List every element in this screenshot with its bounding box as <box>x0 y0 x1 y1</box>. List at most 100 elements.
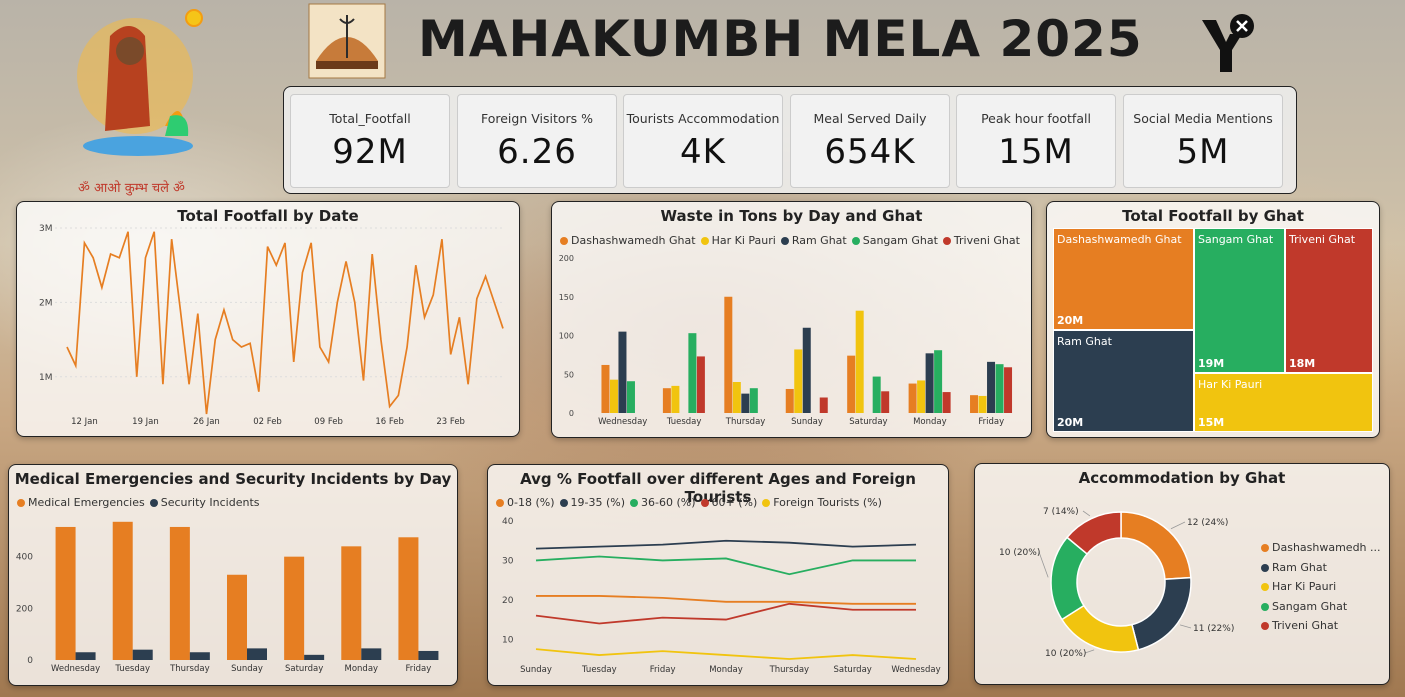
bar <box>227 574 247 660</box>
x-tick-label: Thursday <box>769 665 810 675</box>
kpi-card-foreign-visitors: Foreign Visitors % 6.26 <box>457 94 617 188</box>
medical-security-card: Medical Emergencies and Security Inciden… <box>8 464 458 686</box>
series-line <box>536 595 916 605</box>
y-tick-label: 0 <box>569 409 574 418</box>
legend-item[interactable]: 60+ (%) <box>700 496 757 509</box>
legend-item[interactable]: Triveni Ghat <box>942 234 1020 247</box>
bar <box>662 388 671 413</box>
legend-item[interactable]: Sangam Ghat <box>851 234 938 247</box>
legend-item[interactable]: Har Ki Pauri <box>700 234 776 247</box>
series-line <box>535 539 917 550</box>
bar <box>987 361 996 413</box>
bar <box>925 353 934 413</box>
bar <box>995 364 1004 413</box>
bar <box>626 381 635 413</box>
bar <box>872 376 881 413</box>
bar <box>671 385 680 413</box>
legend-item[interactable]: 0-18 (%) <box>496 496 555 509</box>
y-tick-label: 400 <box>16 553 33 563</box>
bar <box>724 296 733 413</box>
kpi-value: 5M <box>1176 132 1230 172</box>
chart-title: Total Footfall by Ghat <box>1122 207 1304 225</box>
x-tick-label: Monday <box>345 664 379 674</box>
x-tick-label: 26 Jan <box>193 417 220 427</box>
bar <box>819 397 828 413</box>
sadhu-logo <box>77 9 203 156</box>
leader-line <box>1170 521 1186 530</box>
legend-item[interactable]: Ram Ghat <box>780 234 847 247</box>
x-tick-label: Friday <box>650 665 676 675</box>
bar <box>847 355 856 413</box>
bar <box>732 382 741 413</box>
legend-item[interactable]: Sangam Ghat <box>1261 597 1381 617</box>
leader-line <box>1082 510 1091 517</box>
bar <box>247 648 267 660</box>
x-tick-label: Monday <box>913 417 947 427</box>
age-line-chart[interactable]: 10 20 30 40 Sunday Tuesday Friday Monday Thursda… <box>488 465 948 685</box>
bar <box>398 537 419 660</box>
treemap-tile-ram-ghat[interactable]: Ram Ghat 20M <box>1053 330 1194 432</box>
x-tick-label: Tuesday <box>114 664 150 674</box>
kpi-value: 92M <box>332 132 408 172</box>
bar <box>881 391 890 413</box>
chart-title: Accommodation by Ghat <box>1078 469 1286 487</box>
bar <box>609 379 618 413</box>
slice-label: 7 (14%) <box>1043 507 1079 517</box>
legend-item[interactable]: Dashashwamedh ... <box>1261 538 1381 558</box>
chart-legend: Medical Emergencies Security Incidents <box>17 496 265 509</box>
legend-item[interactable]: Dashashwamedh Ghat <box>560 234 696 247</box>
treemap-tile-sangam-ghat[interactable]: Sangam Ghat 19M <box>1194 228 1285 373</box>
bar <box>917 380 926 413</box>
kpi-value: 6.26 <box>497 132 577 172</box>
bar <box>794 349 803 413</box>
kpi-label: Total_Footfall <box>329 111 411 126</box>
chart-title: Total Footfall by Date <box>177 207 359 225</box>
donut-slice <box>1131 576 1192 651</box>
bar <box>361 648 382 660</box>
leader-line <box>1084 649 1095 654</box>
chart-title: Medical Emergencies and Security Inciden… <box>14 470 452 488</box>
footfall-line <box>66 231 504 415</box>
y-tick-label: 10 <box>502 635 514 645</box>
legend-item[interactable]: Medical Emergencies <box>17 496 145 509</box>
treemap-tile-har-ki-pauri[interactable]: Har Ki Pauri 15M <box>1194 373 1373 432</box>
kpi-card-meal-served: Meal Served Daily 654K <box>790 94 950 188</box>
accommodation-card: Accommodation by Ghat 12 (24%) 11 (22%) 10… <box>974 463 1390 685</box>
y-tick-label: 200 <box>559 254 574 263</box>
bar <box>741 393 750 413</box>
legend-item[interactable]: Ram Ghat <box>1261 558 1381 578</box>
legend-item[interactable]: Security Incidents <box>149 496 260 509</box>
kpi-value: 4K <box>680 132 726 172</box>
slice-label: 11 (22%) <box>1193 624 1234 634</box>
legend-item[interactable]: Har Ki Pauri <box>1261 577 1381 597</box>
bar <box>189 652 210 660</box>
y-tick-label: 2M <box>39 298 53 308</box>
footfall-line-chart[interactable]: 1M 2M 3M 12 Jan 19 Jan 26 Jan 02 Feb 09 Feb 16 F… <box>17 202 519 436</box>
legend-item[interactable]: Foreign Tourists (%) <box>762 496 882 509</box>
treemap-tile-dashashwamedh[interactable]: Dashashwamedh Ghat 20M <box>1053 228 1194 330</box>
page-title: MAHAKUMBH MELA 2025 <box>418 10 1143 68</box>
chart-legend: Dashashwamedh Ghat Har Ki Pauri Ram Ghat Sa… <box>560 234 1025 247</box>
medical-security-bar-chart[interactable]: 0 200 400 Wednesday Tuesday Thursday Sunday Sat… <box>9 465 457 685</box>
x-tick-label: Wednesday <box>598 417 647 427</box>
bar <box>785 388 794 413</box>
age-footfall-card: Avg % Footfall over different Ages and F… <box>487 464 949 686</box>
waste-by-day-card: Waste in Tons by Day and Ghat Dashashwam… <box>551 201 1032 438</box>
legend-item[interactable]: 19-35 (%) <box>559 496 625 509</box>
waste-bar-chart[interactable]: 0 50 100 150 200 Wednesday Tuesday Thursday Sund… <box>552 202 1031 437</box>
kpi-label: Foreign Visitors % <box>480 111 594 126</box>
footfall-by-ghat-card: Total Footfall by Ghat Dashashwamedh Gha… <box>1046 201 1380 438</box>
bar <box>75 652 96 660</box>
legend-item[interactable]: Triveni Ghat <box>1261 616 1381 636</box>
treemap-tile-triveni-ghat[interactable]: Triveni Ghat 18M <box>1285 228 1373 373</box>
x-tick-label: Wednesday <box>891 665 940 675</box>
bar <box>855 310 864 413</box>
legend-item[interactable]: 36-60 (%) <box>630 496 696 509</box>
y-tick-label: 20 <box>502 596 514 606</box>
x-tick-label: 23 Feb <box>436 417 465 427</box>
x-tick-label: Sunday <box>791 417 823 427</box>
accommodation-donut-chart[interactable]: 12 (24%) 11 (22%) 10 (20%) 10 (20%) 7 (14%) <box>975 464 1389 684</box>
x-tick-label: Friday <box>978 417 1004 427</box>
bar <box>341 546 362 660</box>
y-tick-label: 100 <box>559 332 574 341</box>
